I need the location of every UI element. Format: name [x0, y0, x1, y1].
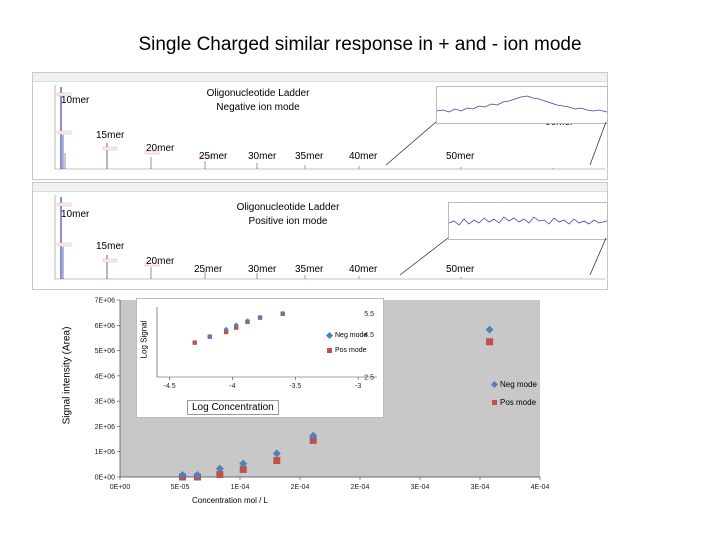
- y-tick-label: 2E+06: [95, 424, 116, 431]
- inset-neg-point: [280, 310, 286, 316]
- positive-35mer-label: 35mer: [295, 264, 324, 275]
- neg-mode-point: [193, 471, 202, 479]
- main-legend-neg-label: Neg mode: [500, 380, 537, 389]
- pos-square-icon: [492, 400, 497, 406]
- main-legend-neg: Neg mode: [490, 380, 537, 389]
- x-tick-label: 2E-04: [351, 484, 370, 491]
- slide-title: Single Charged similar response in + and…: [138, 34, 582, 55]
- neg-mode-point: [309, 431, 318, 440]
- pos-mode-point: [309, 436, 317, 444]
- positive-10mer-label: 10mer: [61, 209, 90, 220]
- x-tick-label: 3E-04: [471, 484, 490, 491]
- inset-legend-pos: Pos mode: [327, 347, 367, 354]
- log-log-inset-panel: 2.5 4.5 5.5 -4.5 -4 -3.5 -3 Log Signal Log Con…: [136, 298, 384, 418]
- inset-legend-neg: Neg mode: [325, 331, 368, 339]
- main-legend-pos-label: Pos mode: [500, 398, 537, 407]
- positive-title-line1: Oligonucleotide Ladder: [236, 202, 340, 213]
- y-tick-label: 3E+06: [95, 399, 116, 406]
- main-chart-ylabel: Signal intensity (Area): [61, 326, 73, 425]
- negative-20mer-label: 20mer: [146, 143, 175, 154]
- neg-mode-point: [485, 325, 494, 334]
- negative-30mer-label: 30mer: [248, 151, 277, 162]
- inset-x-tick-label: -4.5: [164, 383, 176, 390]
- positive-spectrum-plot: [54, 195, 605, 280]
- positive-title-line2: Positive ion mode: [248, 216, 328, 227]
- inset-pos-point: [192, 340, 197, 345]
- panel-header: [33, 183, 607, 192]
- inset-pos-point: [234, 325, 239, 330]
- inset-legend-neg-label: Neg mode: [335, 332, 368, 339]
- x-tick-label: 1E-04: [231, 484, 250, 491]
- inset-y-tick-label: 2.5: [364, 375, 374, 382]
- inset-neg-point: [223, 326, 229, 332]
- pos-mode-point: [239, 465, 247, 473]
- negative-15mer-label: 15mer: [96, 130, 125, 141]
- x-tick-label: 0E+00: [110, 484, 131, 491]
- y-tick-label: 4E+06: [95, 373, 116, 380]
- inset-ylabel: Log Signal: [139, 320, 149, 359]
- positive-20mer-label: 20mer: [146, 256, 175, 267]
- inset-neg-point: [257, 315, 263, 321]
- positive-25mer-label: 25mer: [194, 264, 223, 275]
- inset-neg-point: [245, 318, 251, 324]
- x-tick-label: 3E-04: [411, 484, 430, 491]
- inset-x-tick-label: -3.5: [289, 383, 301, 390]
- positive-15mer-label: 15mer: [96, 241, 125, 252]
- y-tick-label: 6E+06: [95, 323, 116, 330]
- main-legend-pos: Pos mode: [492, 398, 536, 407]
- main-chart-xlabel: Concentration mol / L: [191, 496, 269, 505]
- pos-square-icon: [327, 347, 332, 353]
- positive-spectrum-panel: 10mer Oligonucleotide Ladder Positive io…: [32, 182, 608, 290]
- negative-40mer-label: 40mer: [349, 151, 378, 162]
- neg-mode-point: [239, 459, 248, 468]
- y-tick-label: 7E+06: [95, 298, 116, 305]
- y-tick-label: 5E+06: [95, 348, 116, 355]
- inset-neg-point: [233, 322, 239, 328]
- y-tick-label: 1E+06: [95, 449, 116, 456]
- negative-zoom-inset: [436, 86, 608, 124]
- inset-y-tick-label: 4.5: [364, 332, 374, 339]
- pos-mode-point: [273, 457, 281, 465]
- inset-y-tick-label: 5.5: [364, 311, 374, 318]
- neg-mode-point: [215, 464, 224, 473]
- neg-diamond-icon: [325, 331, 334, 339]
- inset-legend-pos-label: Pos mode: [335, 347, 367, 354]
- log-log-inset-chart: 2.5 4.5 5.5 -4.5 -4 -3.5 -3: [156, 307, 377, 390]
- negative-10mer-label: 10mer: [61, 95, 90, 106]
- inset-xlabel: Log Concentration: [187, 400, 279, 415]
- x-tick-label: 5E-05: [171, 484, 190, 491]
- positive-40mer-label: 40mer: [349, 264, 378, 275]
- neg-diamond-icon: [490, 381, 499, 389]
- inset-x-tick-label: -4: [229, 383, 235, 390]
- positive-zoom-trace: [449, 216, 607, 226]
- pos-mode-point: [486, 338, 494, 346]
- inset-x-tick-label: -3: [355, 383, 361, 390]
- negative-title-line1: Oligonucleotide Ladder: [206, 88, 310, 99]
- x-tick-label: 2E-04: [291, 484, 310, 491]
- y-tick-label: 0E+00: [95, 475, 116, 482]
- negative-35mer-label: 35mer: [295, 151, 324, 162]
- positive-30mer-label: 30mer: [248, 264, 277, 275]
- inset-neg-point: [207, 334, 213, 340]
- panel-header: [33, 73, 607, 82]
- positive-50mer-label: 50mer: [446, 264, 475, 275]
- negative-spectrum-plot: [54, 85, 605, 170]
- negative-50mer-label: 50mer: [446, 151, 475, 162]
- positive-zoom-inset: [448, 202, 608, 240]
- neg-mode-point: [178, 471, 187, 479]
- negative-25mer-label: 25mer: [199, 151, 228, 162]
- x-tick-label: 4E-04: [531, 484, 550, 491]
- pos-mode-point: [216, 470, 224, 478]
- neg-mode-point: [272, 449, 281, 458]
- negative-zoom-trace: [437, 95, 607, 113]
- inset-pos-point: [223, 329, 229, 335]
- negative-title-line2: Negative ion mode: [216, 102, 300, 113]
